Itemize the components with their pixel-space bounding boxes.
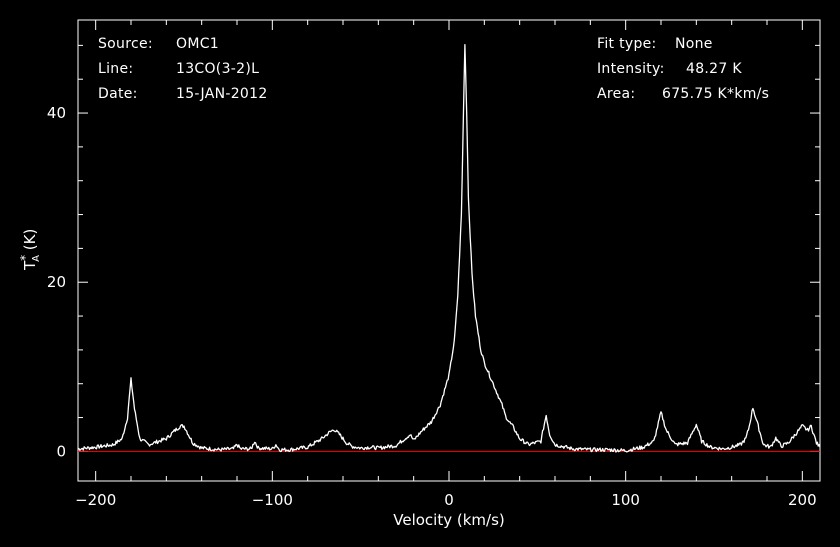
y-tick-label: 40	[47, 104, 66, 122]
source-value: OMC1	[176, 36, 219, 52]
y-tick-label: 20	[47, 273, 66, 291]
x-axis-label: Velocity (km/s)	[393, 511, 504, 529]
x-tick-label: −200	[75, 491, 116, 509]
fit-type-label: Fit type:	[597, 36, 657, 52]
intensity-label: Intensity:	[597, 61, 665, 77]
line-label: Line:	[98, 61, 134, 77]
x-tick-label: 200	[788, 491, 817, 509]
spectrum-trace	[77, 43, 821, 453]
date-label: Date:	[98, 86, 138, 102]
y-axis-label: T*A (K)	[18, 229, 42, 270]
line-value: 13CO(3-2)L	[176, 61, 260, 77]
x-tick-label: 100	[611, 491, 640, 509]
axis-tick-labels: −200 −100 0 100 200 0 20 40	[47, 104, 817, 509]
date-value: 15-JAN-2012	[176, 86, 268, 102]
intensity-value: 48.27 K	[686, 61, 742, 77]
y-axis-label-sup: *	[18, 254, 32, 261]
x-tick-label: −100	[252, 491, 293, 509]
y-axis-label-main: T	[21, 260, 39, 270]
y-axis-label-sub: A	[31, 254, 42, 262]
y-axis-label-unit: (K)	[21, 228, 39, 255]
y-tick-label: 0	[56, 442, 66, 460]
source-label: Source:	[98, 36, 153, 52]
area-value: 675.75 K*km/s	[662, 86, 770, 102]
area-label: Area:	[597, 86, 636, 102]
x-tick-label: 0	[444, 491, 454, 509]
fit-type-value: None	[675, 36, 713, 52]
